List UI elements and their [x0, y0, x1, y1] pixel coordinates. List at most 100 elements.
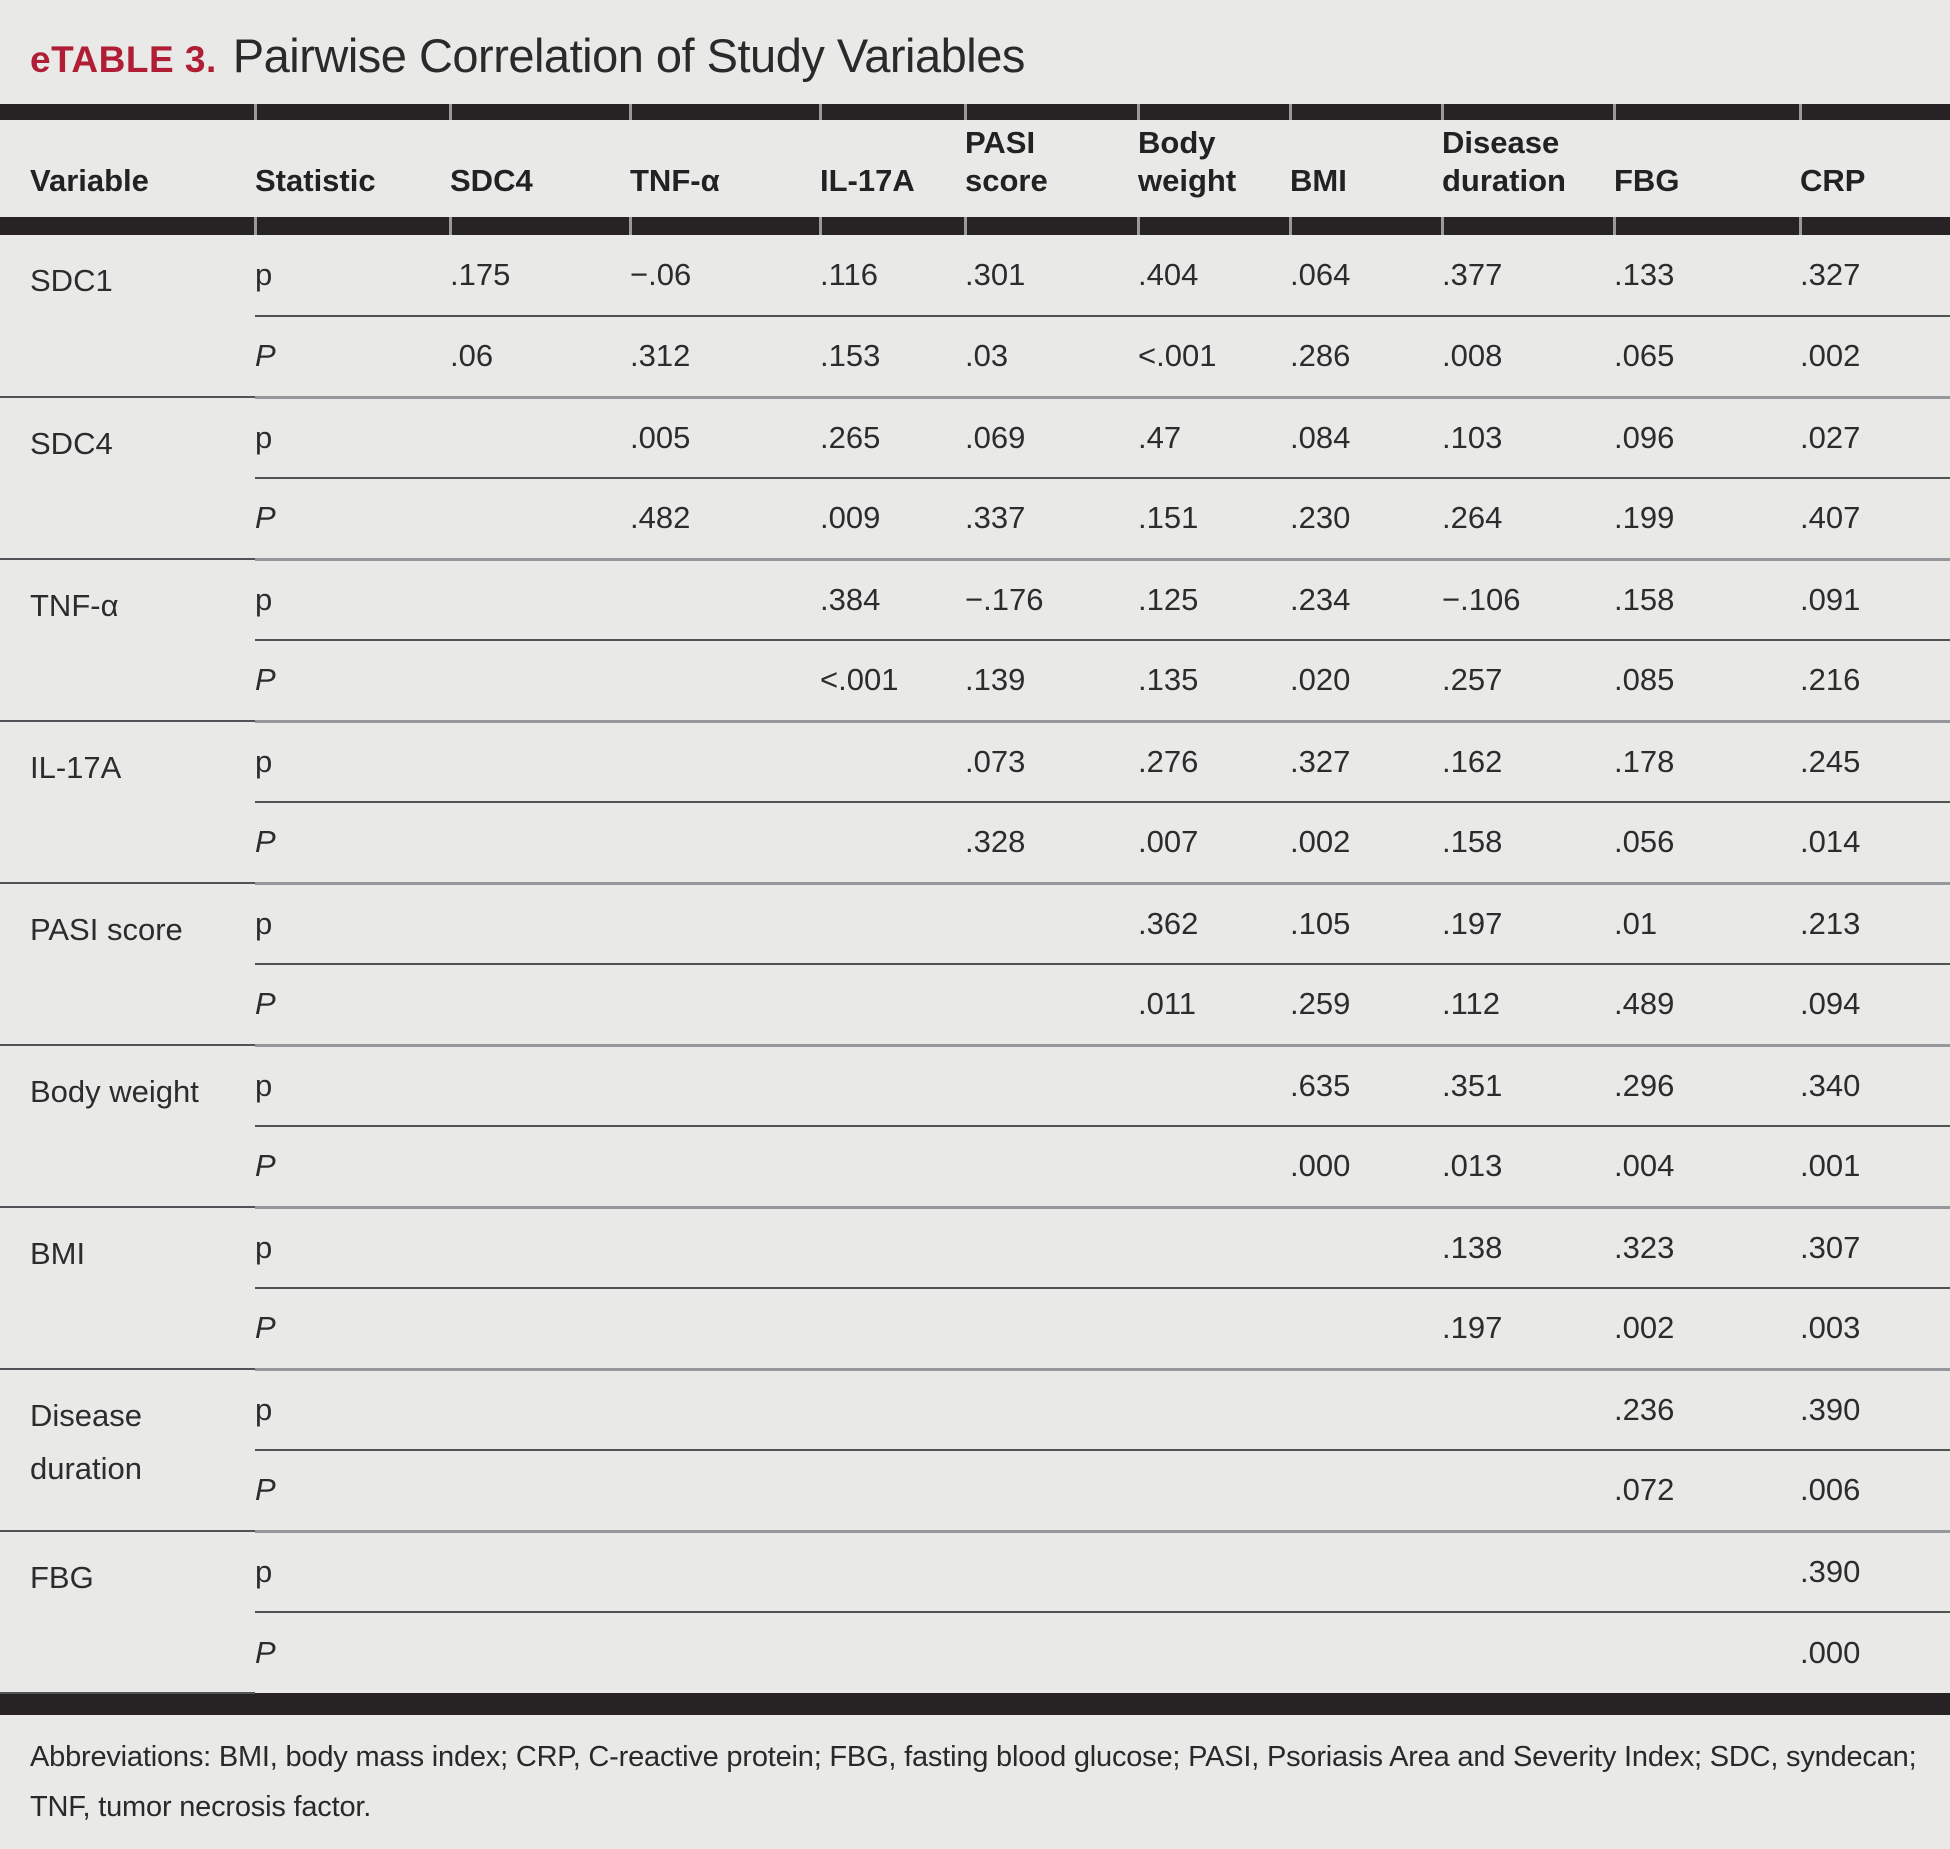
statistic-cell: p — [255, 1045, 450, 1127]
value-cell: .094 — [1800, 964, 1950, 1047]
rule-segment — [1136, 217, 1290, 235]
value-cell: .085 — [1614, 640, 1800, 723]
value-cell: .103 — [1442, 397, 1614, 479]
value-cell — [820, 1450, 965, 1533]
top-rule — [0, 104, 1950, 120]
value-cell: .014 — [1800, 802, 1950, 885]
value-cell — [630, 721, 820, 803]
value-cell: .138 — [1442, 1207, 1614, 1289]
value-cell — [820, 1531, 965, 1613]
variable-cell: Disease duration — [0, 1369, 255, 1532]
value-cell: .013 — [1442, 1126, 1614, 1209]
value-cell — [450, 1288, 630, 1371]
value-cell: .197 — [1442, 1288, 1614, 1371]
table-row: SDC1 p .175 −.06.116.301.404.064.377.133.32… — [0, 235, 1950, 398]
value-cell: .307 — [1800, 1207, 1950, 1289]
value-cell — [965, 1045, 1138, 1127]
column-header-label: Statistic — [255, 163, 376, 199]
value-cell: .002 — [1614, 1288, 1800, 1371]
statistic-cell: p — [255, 397, 450, 479]
value-cell — [630, 1369, 820, 1451]
value-cell: .011 — [1138, 964, 1290, 1047]
value-cell: .47 — [1138, 397, 1290, 479]
variable-cell: Body weight — [0, 1045, 255, 1208]
value-cell: .001 — [1800, 1126, 1950, 1209]
value-cell — [1138, 1207, 1290, 1289]
value-cell: .230 — [1290, 478, 1442, 561]
value-cell: .390 — [1800, 1531, 1950, 1613]
table-row: TNF-α p .384 −.176.125.234 −.106.158.091 — [0, 559, 1950, 722]
rule-segment — [1290, 1693, 1442, 1715]
value-cell — [1290, 1450, 1442, 1533]
value-cell: .158 — [1614, 559, 1800, 641]
value-cell: .301 — [965, 235, 1138, 317]
value-cell — [1138, 1045, 1290, 1127]
value-cell: .007 — [1138, 802, 1290, 885]
value-cell — [450, 1126, 630, 1209]
column-header-variable: Variable — [0, 120, 255, 217]
column-header-pasi-score: PASI score — [965, 120, 1138, 217]
value-cell: .257 — [1442, 640, 1614, 723]
value-cell — [1442, 1450, 1614, 1533]
value-cell — [820, 721, 965, 803]
value-cell — [965, 1612, 1138, 1693]
variable-cell: PASI score — [0, 883, 255, 1046]
rule-segment — [820, 1693, 965, 1715]
table-title-text: Pairwise Correlation of Study Variables — [232, 29, 1026, 82]
value-cell: .069 — [965, 397, 1138, 479]
rule-segment — [1612, 217, 1800, 235]
column-header-label: IL-17A — [820, 163, 915, 199]
column-header-label: SDC4 — [450, 163, 533, 199]
correlation-table: Variable Statistic SDC4 TNF-α IL-17A PASI sco… — [0, 104, 1950, 1715]
column-header-label: FBG — [1614, 163, 1680, 199]
column-header-label: Body weight — [1138, 124, 1237, 199]
value-cell: .105 — [1290, 883, 1442, 965]
value-cell — [1290, 1612, 1442, 1693]
value-cell: .005 — [630, 397, 820, 479]
value-cell: .312 — [630, 316, 820, 399]
statistic-cell: P — [255, 640, 450, 723]
table-row: P .06.312.153.03 <.001.286.008.065.002 — [0, 316, 1950, 399]
table-row: PASI score p .362.105.197.01.213 — [0, 883, 1950, 1046]
rule-segment — [965, 1693, 1138, 1715]
value-cell: −.176 — [965, 559, 1138, 641]
variable-cell: SDC4 — [0, 397, 255, 560]
value-cell — [820, 802, 965, 885]
variable-cell: FBG — [0, 1531, 255, 1694]
rule-segment — [1440, 104, 1614, 120]
value-cell: .407 — [1800, 478, 1950, 561]
value-cell: .000 — [1290, 1126, 1442, 1209]
value-cell: <.001 — [1138, 316, 1290, 399]
rule-segment — [1614, 1693, 1800, 1715]
column-header-label: Variable — [30, 163, 149, 199]
value-cell: .020 — [1290, 640, 1442, 723]
value-cell: .151 — [1138, 478, 1290, 561]
value-cell: .01 — [1614, 883, 1800, 965]
value-cell — [820, 1045, 965, 1127]
value-cell — [965, 1288, 1138, 1371]
value-cell — [1138, 1531, 1290, 1613]
value-cell — [450, 964, 630, 1047]
value-cell — [450, 559, 630, 641]
rule-segment — [1288, 104, 1442, 120]
value-cell: .384 — [820, 559, 965, 641]
value-cell — [1290, 1207, 1442, 1289]
value-cell — [450, 1531, 630, 1613]
value-cell: .116 — [820, 235, 965, 317]
value-cell — [1138, 1126, 1290, 1209]
value-cell: .404 — [1138, 235, 1290, 317]
statistic-cell: p — [255, 1531, 450, 1613]
column-header-body-weight: Body weight — [1138, 120, 1290, 217]
value-cell: .084 — [1290, 397, 1442, 479]
value-cell: .003 — [1800, 1288, 1950, 1371]
value-cell: .112 — [1442, 964, 1614, 1047]
value-cell — [630, 1450, 820, 1533]
value-cell: .234 — [1290, 559, 1442, 641]
value-cell: .377 — [1442, 235, 1614, 317]
table-row: P .011.259.112.489.094 — [0, 964, 1950, 1047]
value-cell — [450, 802, 630, 885]
statistic-cell: p — [255, 1369, 450, 1451]
value-cell: .340 — [1800, 1045, 1950, 1127]
column-header-tnf-: TNF-α — [630, 120, 820, 217]
value-cell: .139 — [965, 640, 1138, 723]
